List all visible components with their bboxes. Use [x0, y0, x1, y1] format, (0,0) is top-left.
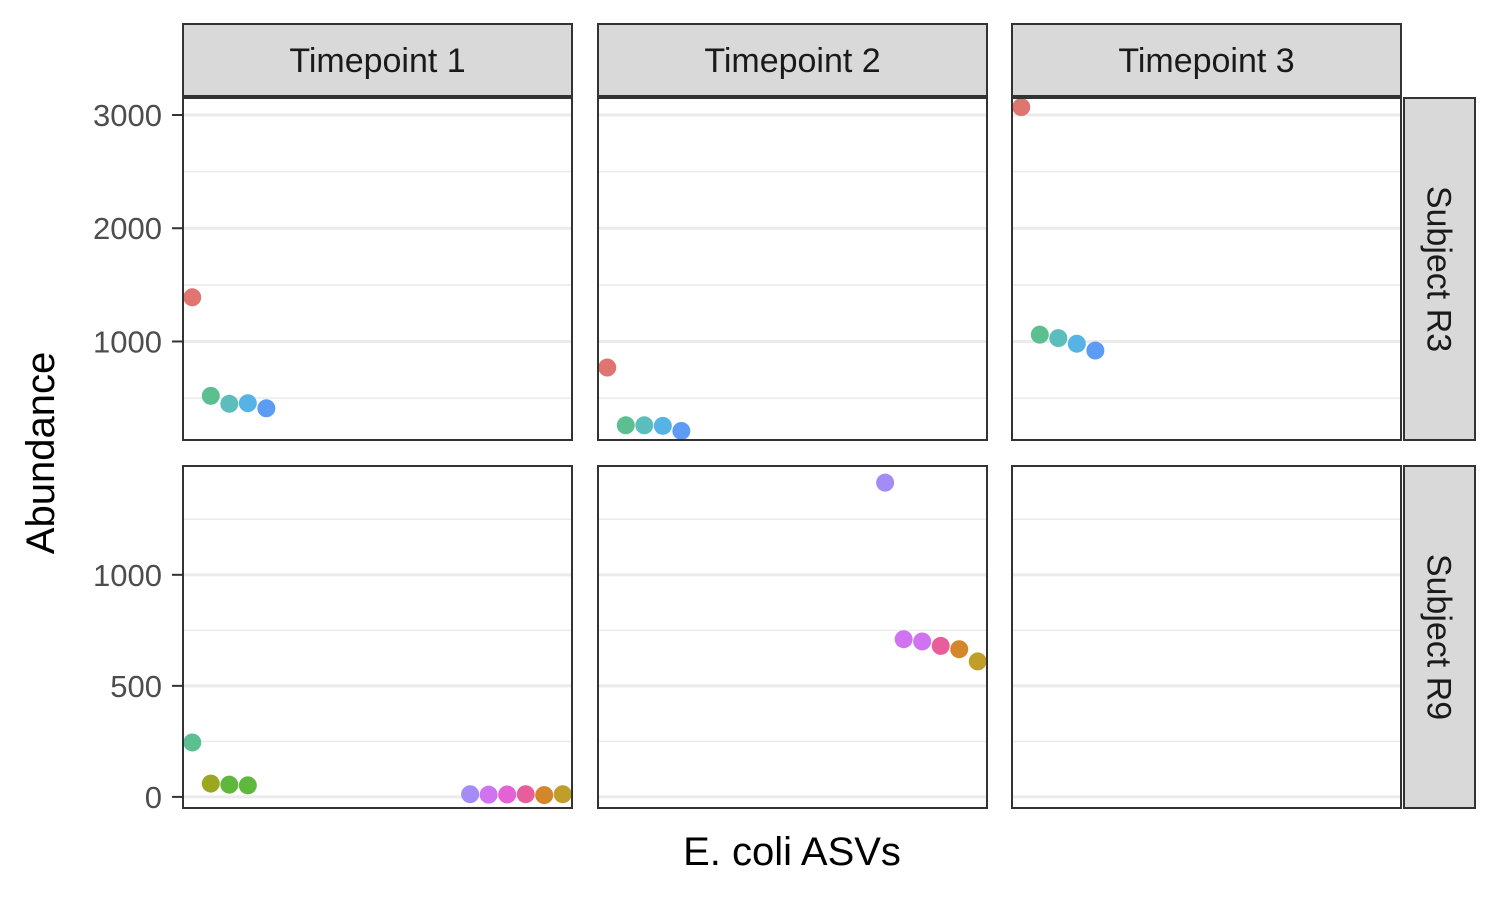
- data-point-asv5: [183, 733, 202, 752]
- data-point-asv8: [672, 421, 691, 440]
- panel-subject-r9-timepoint-3: [1011, 465, 1402, 809]
- panel-background: [597, 97, 988, 441]
- data-point-asv3: [201, 774, 220, 793]
- panel-border: [182, 97, 573, 441]
- panel-background: [182, 97, 573, 441]
- strip-label-subject-r3: Subject R3: [1420, 186, 1458, 352]
- strip-timepoint-1: [182, 23, 573, 97]
- data-point-asv12: [516, 785, 535, 804]
- panel-background: [1011, 465, 1402, 809]
- data-point-asv8: [1086, 341, 1105, 360]
- panel-border: [597, 465, 988, 809]
- data-point-asv13: [950, 640, 969, 659]
- data-point-asv5: [616, 416, 635, 435]
- data-point-asv8: [257, 399, 276, 418]
- panel-border: [597, 97, 988, 441]
- y-tick-label: 1000: [93, 324, 162, 359]
- y-tick-label: 1000: [93, 558, 162, 593]
- data-point-asv7: [238, 394, 257, 413]
- data-point-asv6: [220, 394, 239, 413]
- column-strips: Timepoint 1 Timepoint 2 Timepoint 3: [182, 23, 1402, 97]
- data-point-asv1: [1012, 98, 1031, 117]
- data-point-asv10: [479, 785, 498, 804]
- data-point-asv7: [653, 416, 672, 435]
- y-tick-label: 3000: [93, 98, 162, 133]
- panel-subject-r3-timepoint-1: [182, 97, 573, 441]
- data-point-asv9: [876, 473, 895, 492]
- panel-border: [182, 465, 573, 809]
- panel-subject-r3-timepoint-2: [597, 97, 988, 441]
- y-axis-title: Abundance: [19, 352, 63, 554]
- data-point-asv5: [1030, 325, 1049, 344]
- data-point-asv14: [968, 652, 987, 671]
- panel-subject-r9-timepoint-2: [597, 465, 988, 809]
- strip-timepoint-2: [597, 23, 988, 97]
- data-point-asv14: [553, 785, 572, 804]
- data-point-asv6: [1049, 329, 1068, 348]
- data-point-asv1: [183, 288, 202, 307]
- panel-border: [1011, 97, 1402, 441]
- panel-background: [1011, 97, 1402, 441]
- strip-subject-r9: [1403, 465, 1476, 809]
- data-point-asv13: [535, 786, 554, 805]
- strip-label-timepoint-3: Timepoint 3: [1118, 42, 1294, 80]
- data-point-asv11: [498, 785, 517, 804]
- panels: [182, 97, 1402, 809]
- x-axis-title: E. coli ASVs: [683, 830, 901, 874]
- data-point-asv9: [461, 785, 480, 804]
- panel-subject-r9-timepoint-1: [182, 465, 573, 809]
- data-point-asv1: [598, 358, 617, 377]
- data-point-asv5: [201, 386, 220, 405]
- strip-label-timepoint-2: Timepoint 2: [704, 42, 880, 80]
- y-tick-label: 500: [110, 669, 162, 704]
- strip-timepoint-3: [1011, 23, 1402, 97]
- row-strips: Subject R3 Subject R9: [1403, 97, 1476, 809]
- data-point-asv4: [220, 775, 239, 794]
- data-point-asv10: [913, 632, 932, 651]
- panel-border: [1011, 465, 1402, 809]
- y-axes: 1000 2000 3000 0 500 1000: [93, 98, 183, 815]
- data-point-asv6: [635, 416, 654, 435]
- strip-label-timepoint-1: Timepoint 1: [289, 42, 465, 80]
- data-point-asv4: [238, 776, 257, 795]
- data-point-asv12: [931, 636, 950, 655]
- data-point-asv7: [1067, 334, 1086, 353]
- strip-subject-r3: [1403, 97, 1476, 441]
- panel-subject-r3-timepoint-3: [1011, 97, 1402, 441]
- y-tick-label: 2000: [93, 211, 162, 246]
- panel-background: [182, 465, 573, 809]
- strip-label-subject-r9: Subject R9: [1420, 554, 1458, 720]
- y-tick-label: 0: [145, 780, 162, 815]
- data-point-asv10: [894, 630, 913, 649]
